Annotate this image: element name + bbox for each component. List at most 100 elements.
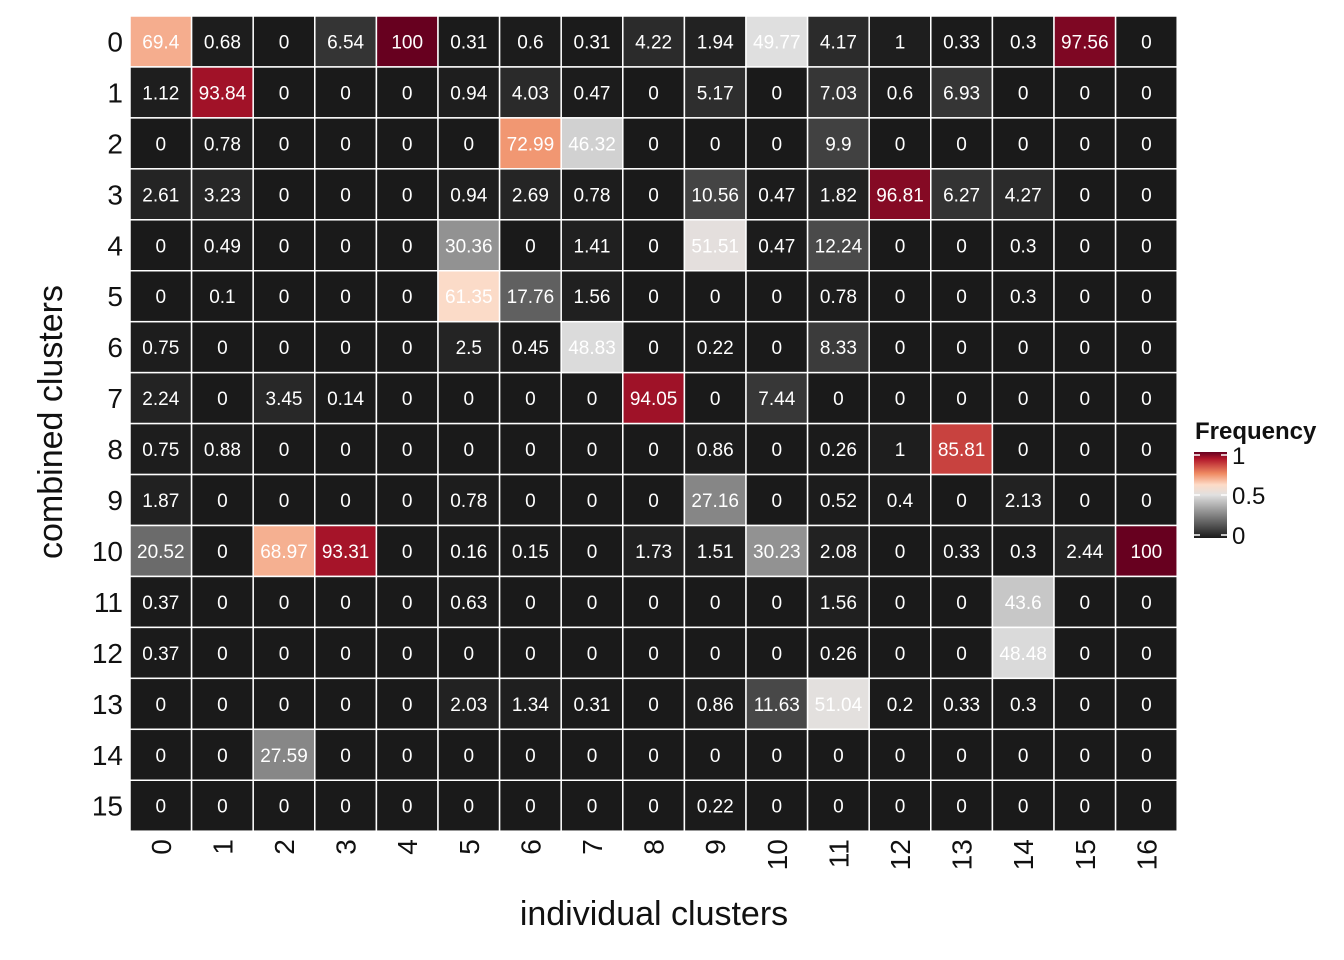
cell-value-label: 0 [1141,134,1152,155]
cell-value-label: 0 [587,440,598,461]
cell-value-label: 3.45 [266,389,303,410]
legend: Frequency 00.51 [1194,418,1317,550]
cell-value-label: 0 [340,746,351,767]
cell-value-label: 0.52 [820,491,857,512]
cell-value-label: 0 [895,644,906,665]
heatmap-cell [930,422,994,476]
cell-value-label: 0.94 [450,83,487,104]
cell-value-label: 0 [402,134,413,155]
cell-value-label: 0 [1018,134,1029,155]
cell-value-label: 0 [587,389,598,410]
cell-value-label: 0 [895,389,906,410]
cell-value-label: 0 [525,236,536,257]
y-tick-label: 9 [107,485,123,516]
heatmap-cell [498,677,562,731]
heatmap-cell [190,15,254,68]
cell-value-label: 5.17 [697,83,734,104]
heatmap-cell [314,270,378,323]
cell-value-label: 0 [895,236,906,257]
heatmap-cell [314,779,378,832]
cell-value-label: 0 [895,134,906,155]
heatmap-cell [560,320,624,374]
cell-value-label: 0 [402,593,413,614]
heatmap-cell [745,728,809,781]
cell-value-label: 0 [279,32,290,53]
cell-value-label: 0 [1141,695,1152,716]
cell-value-label: 0 [1080,338,1091,359]
heatmap-cell [868,728,932,781]
cell-value-label: 0 [895,542,906,563]
cell-value-label: 0 [1080,695,1091,716]
cell-value-label: 0 [217,746,228,767]
cell-value-label: 0 [525,491,536,512]
heatmap-cell [375,371,439,425]
cell-value-label: 0.1 [209,287,235,308]
cell-value-label: 0 [217,797,228,818]
cell-value-label: 0.26 [820,440,857,461]
heatmap-cell [930,677,994,731]
cell-value-label: 0.37 [142,593,179,614]
cell-value-label: 0 [587,542,598,563]
cell-value-label: 2.69 [512,185,549,206]
cell-value-label: 0 [402,389,413,410]
heatmap-cell [314,371,378,425]
heatmap-cell [560,626,624,680]
cell-value-label: 2.13 [1005,491,1042,512]
y-axis-title: combined clusters [32,285,70,559]
x-tick-label: 5 [454,839,485,855]
cell-value-label: 0 [156,236,167,257]
cell-value-label: 0.2 [887,695,913,716]
cell-value-label: 2.44 [1066,542,1103,563]
cell-value-label: 0 [648,134,659,155]
heatmap-cell [683,779,747,832]
heatmap-cell [683,219,747,272]
cell-value-label: 0.37 [142,644,179,665]
heatmap-cell [806,371,870,425]
cell-value-label: 9.9 [825,134,851,155]
heatmap-cell [683,15,747,68]
cell-value-label: 0 [402,491,413,512]
heatmap-cell [129,728,193,781]
cell-value-label: 1 [895,440,906,461]
heatmap-cell [437,66,501,119]
y-tick-label: 14 [92,740,123,771]
heatmap-cell [683,66,747,119]
cell-value-label: 0 [1141,185,1152,206]
heatmap-cell [1053,168,1117,221]
heatmap-cell [991,371,1055,425]
cell-value-label: 0 [1080,236,1091,257]
cell-value-label: 0 [156,746,167,767]
cell-value-label: 93.31 [322,542,370,563]
cell-value-label: 68.97 [260,542,308,563]
heatmap-cell [806,15,870,68]
heatmap-cell [991,422,1055,476]
cell-value-label: 0 [1018,83,1029,104]
x-tick-label: 12 [885,839,916,870]
cell-value-label: 4.27 [1005,185,1042,206]
cell-value-label: 0 [402,644,413,665]
cell-value-label: 0 [464,134,475,155]
y-tick-label: 13 [92,689,123,720]
cell-value-label: 0 [217,695,228,716]
x-tick-label: 2 [269,839,300,855]
cell-value-label: 0 [772,440,783,461]
cell-value-label: 0 [1080,287,1091,308]
heatmap-cell [806,575,870,629]
heatmap-cell [868,219,932,272]
heatmap-cell [375,779,439,832]
cell-value-label: 0 [587,746,598,767]
heatmap-cell [190,320,254,374]
heatmap-cell [1053,219,1117,272]
heatmap-cell [498,371,562,425]
heatmap-cell [252,626,316,680]
cell-value-label: 0 [402,338,413,359]
cell-value-label: 0 [1018,797,1029,818]
cell-value-label: 2.03 [450,695,487,716]
heatmap-cell [560,15,624,68]
heatmap-cell [314,66,378,119]
cell-value-label: 0 [648,440,659,461]
cell-value-label: 0 [1141,797,1152,818]
cell-value-label: 0 [1080,491,1091,512]
cell-value-label: 0.88 [204,440,241,461]
